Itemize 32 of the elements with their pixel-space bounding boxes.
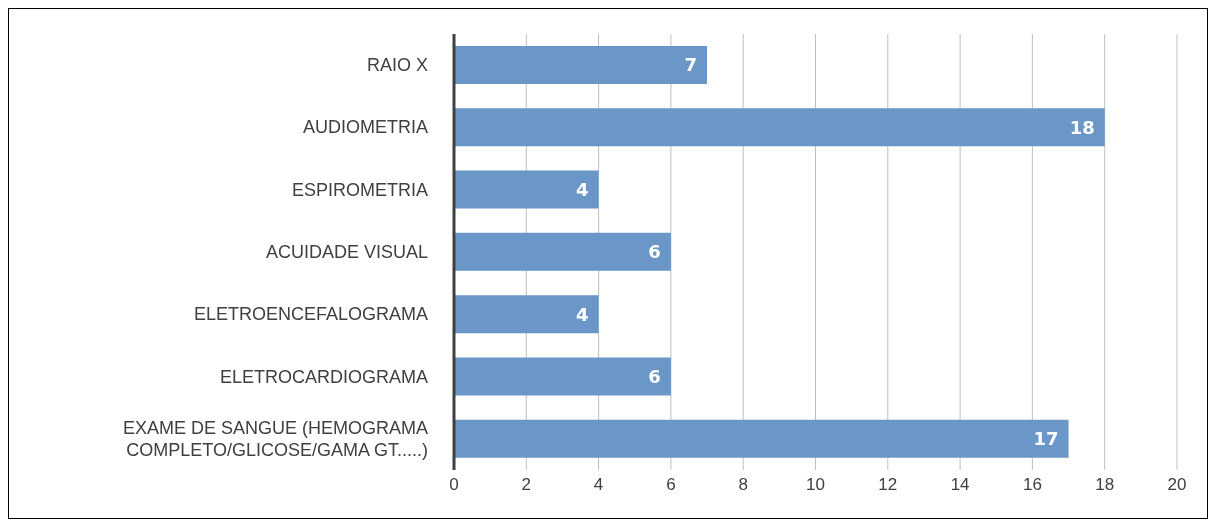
x-tick-label: 10 [806, 475, 825, 495]
y-tick-label: EXAME DE SANGUE (HEMOGRAMA COMPLETO/GLICOSE/GAMA GT.....) [122, 417, 428, 460]
x-tick-label: 8 [738, 475, 748, 495]
bar [454, 295, 599, 334]
bar [454, 108, 1105, 147]
x-tick-label: 4 [593, 475, 604, 495]
y-tick-label: ELETROENCEFALOGRAMA [193, 304, 428, 325]
data-label: 18 [1069, 116, 1095, 138]
y-tick-label: ESPIROMETRIA [291, 179, 428, 200]
x-tick-label: 12 [878, 475, 898, 495]
data-label: 6 [648, 241, 661, 263]
x-tick-label: 14 [950, 475, 970, 495]
x-tick-label: 20 [1167, 475, 1187, 495]
y-tick-label: ACUIDADE VISUAL [265, 242, 428, 262]
x-tick-label: 0 [449, 475, 459, 495]
data-label: 17 [1033, 428, 1059, 450]
bar [454, 170, 599, 209]
y-tick-label: ELETROCARDIOGRAMA [219, 366, 428, 387]
bar [454, 232, 671, 271]
data-label: 4 [576, 178, 589, 200]
bar [454, 357, 671, 396]
x-tick-label: 16 [1022, 475, 1042, 495]
bar [454, 419, 1069, 458]
x-tick-label: 2 [521, 475, 532, 495]
x-tick-label: 18 [1095, 475, 1115, 495]
data-label: 4 [576, 303, 589, 325]
y-tick-label: RAIO X [366, 55, 428, 76]
bar [454, 46, 708, 84]
data-label: 6 [648, 365, 661, 387]
y-tick-label: AUDIOMETRIA [302, 117, 428, 138]
data-label: 7 [684, 54, 698, 76]
x-tick-label: 6 [666, 475, 676, 495]
